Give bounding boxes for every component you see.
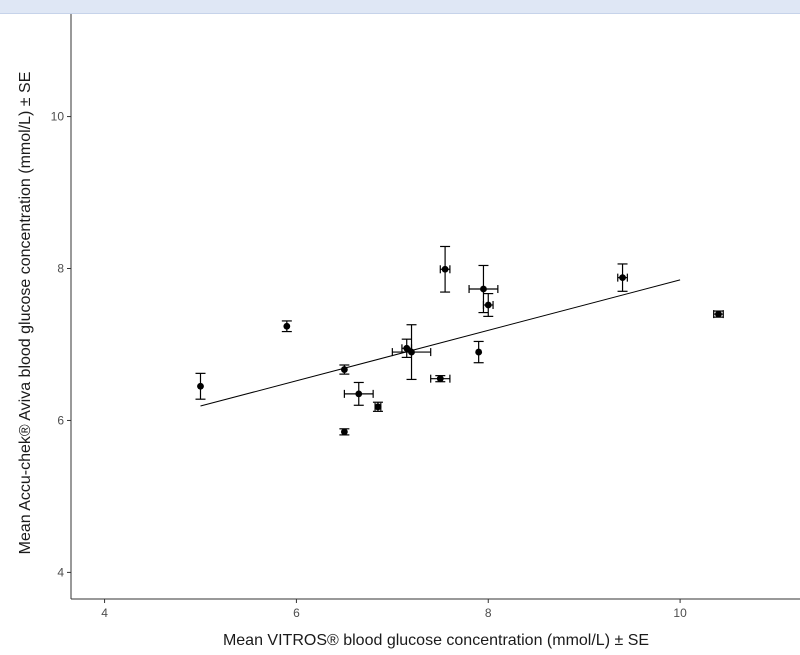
data-point xyxy=(436,375,444,383)
data-point xyxy=(340,428,348,436)
y-tick-label: 10 xyxy=(51,110,65,124)
data-point xyxy=(619,274,626,282)
data-point xyxy=(355,390,363,398)
data-point xyxy=(484,301,492,309)
data-point xyxy=(441,265,449,273)
window-top-border xyxy=(0,0,800,14)
data-point xyxy=(480,285,487,293)
y-axis-title: Mean Accu-chek® Aviva blood glucose conc… xyxy=(17,72,34,555)
data-point xyxy=(340,366,348,373)
data-point xyxy=(408,348,415,356)
x-tick-label: 8 xyxy=(485,606,492,620)
x-axis-title: Mean VITROS® blood glucose concentration… xyxy=(223,632,649,649)
x-tick-label: 10 xyxy=(673,606,687,620)
data-point xyxy=(403,344,411,352)
y-tick-label: 4 xyxy=(57,565,64,579)
data-point xyxy=(283,322,291,330)
x-tick-label: 4 xyxy=(101,606,108,620)
plot-area xyxy=(195,245,724,436)
regression-line xyxy=(200,279,681,407)
data-point xyxy=(374,403,382,411)
y-tick-label: 6 xyxy=(57,413,64,427)
y-tick-label: 8 xyxy=(57,262,64,276)
data-point xyxy=(715,310,722,318)
x-tick-label: 6 xyxy=(293,606,300,620)
axes: 4 6 8 10 4 6 8 10 xyxy=(51,14,800,620)
data-point xyxy=(197,382,204,390)
data-point xyxy=(475,348,483,356)
